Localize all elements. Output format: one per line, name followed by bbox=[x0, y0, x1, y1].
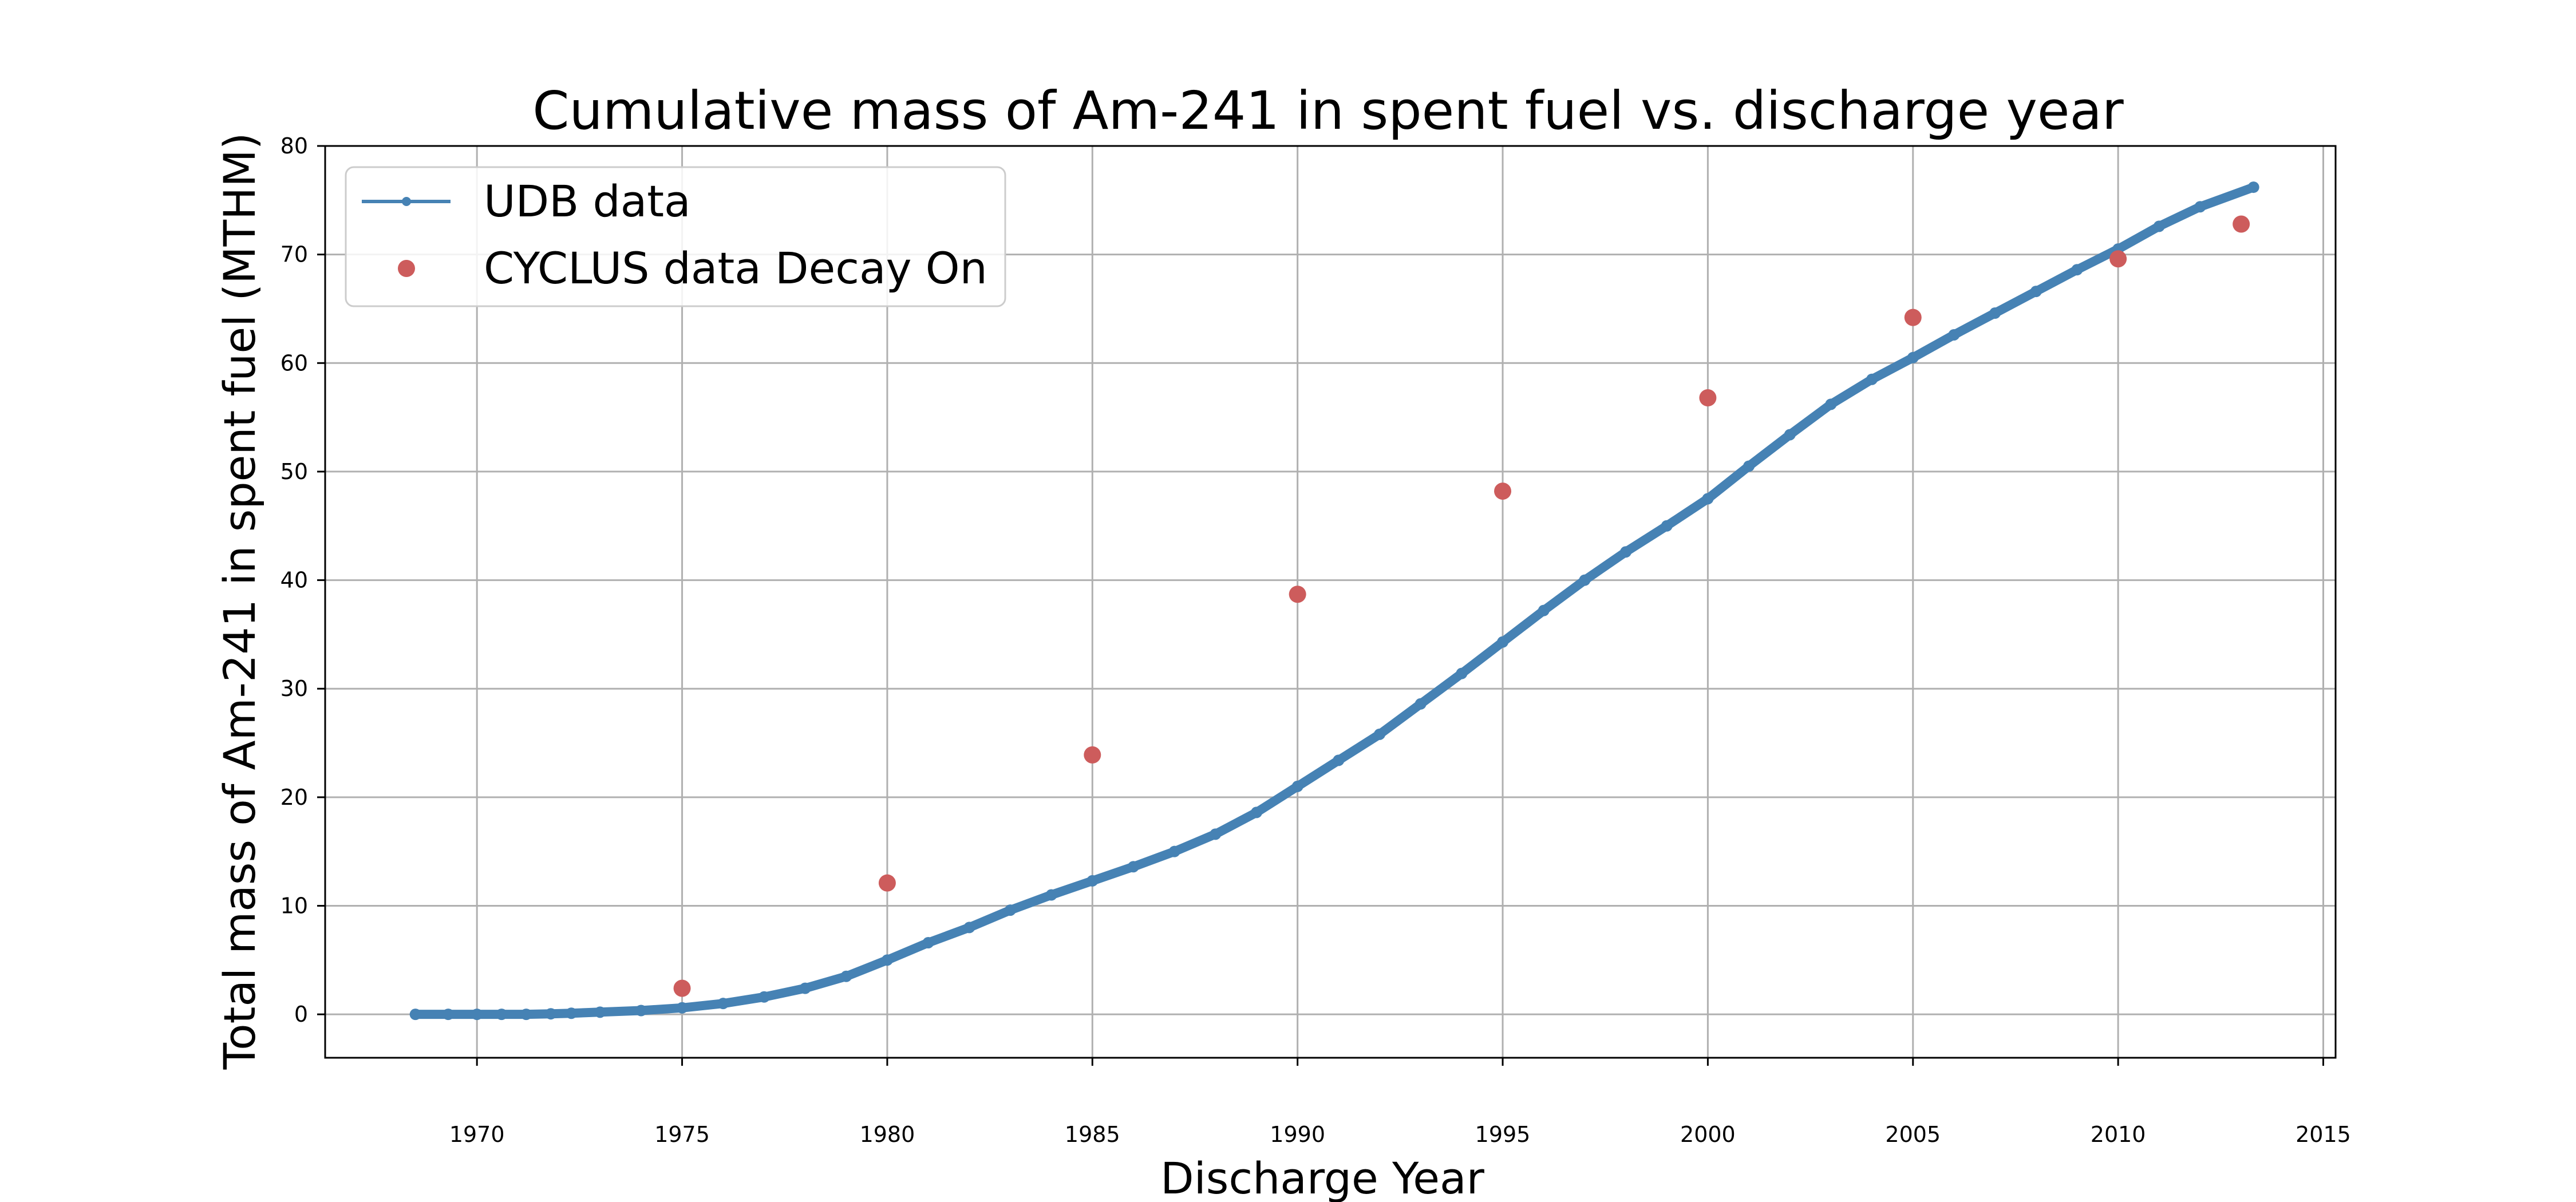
udb-data-point bbox=[1825, 398, 1837, 410]
plot-series bbox=[409, 181, 2259, 1021]
cyclus-data-point bbox=[1699, 389, 1717, 406]
y-axis-ticks: 0 10 20 30 40 50 60 70 80 bbox=[280, 133, 325, 1027]
y-tick-label: 60 bbox=[280, 350, 308, 375]
udb-data-point bbox=[922, 936, 934, 948]
udb-data-point bbox=[2247, 181, 2259, 193]
udb-data-point bbox=[1250, 806, 1262, 819]
cyclus-data-point bbox=[1904, 309, 1922, 326]
legend-box bbox=[345, 166, 1006, 307]
x-tick-label: 2000 bbox=[1680, 1122, 1736, 1147]
udb-data-point bbox=[1210, 828, 1222, 840]
y-tick-label: 0 bbox=[294, 1002, 308, 1027]
cyclus-data-point bbox=[1084, 746, 1101, 764]
udb-data-point bbox=[2194, 201, 2206, 213]
udb-data-point bbox=[1168, 845, 1180, 857]
x-tick-label: 2005 bbox=[1885, 1122, 1941, 1147]
udb-data-point bbox=[1045, 889, 1057, 901]
udb-data-point bbox=[1661, 520, 1673, 532]
udb-data-point bbox=[1907, 351, 1919, 363]
udb-data-point bbox=[1456, 667, 1468, 679]
udb-data-point bbox=[1291, 780, 1303, 792]
udb-data-point bbox=[2030, 286, 2042, 298]
chart-title: Cumulative mass of Am-241 in spent fuel … bbox=[532, 80, 2124, 141]
legend: UDB data CYCLUS data Decay On bbox=[345, 166, 1006, 307]
udb-data-point bbox=[1948, 329, 1960, 341]
y-tick-label: 20 bbox=[280, 785, 308, 810]
udb-data-point bbox=[1127, 861, 1139, 873]
udb-data-point bbox=[545, 1008, 557, 1020]
cyclus-data-point bbox=[1289, 586, 1306, 603]
udb-data-point bbox=[1989, 307, 2001, 319]
cyclus-data-point bbox=[878, 874, 896, 892]
plot-frame bbox=[324, 145, 2337, 1059]
x-tick-label: 2015 bbox=[2296, 1122, 2351, 1147]
udb-data-point bbox=[840, 970, 852, 982]
cyclus-data-point bbox=[1494, 483, 1512, 500]
cyclus-data-point bbox=[2109, 250, 2127, 268]
x-tick-label: 2010 bbox=[2091, 1122, 2146, 1147]
x-axis-ticks: 1970 1975 1980 1985 1990 1995 2000 2005 2010 2015 bbox=[449, 1058, 2351, 1147]
udb-data-point bbox=[1415, 698, 1427, 710]
cyclus-data-point bbox=[2233, 215, 2250, 233]
y-axis-title: Total mass of Am-241 in spent fuel (MTHM… bbox=[214, 133, 265, 1070]
legend-udb-label: UDB data bbox=[484, 176, 691, 227]
cyclus-data-point bbox=[673, 979, 691, 997]
y-tick-label: 30 bbox=[280, 676, 308, 701]
x-tick-label: 1980 bbox=[860, 1122, 915, 1147]
udb-data-point bbox=[881, 954, 893, 966]
y-tick-label: 70 bbox=[280, 242, 308, 267]
udb-data-point bbox=[676, 1002, 688, 1014]
y-tick-label: 10 bbox=[280, 893, 308, 919]
udb-data-point bbox=[1702, 493, 1714, 505]
x-tick-label: 1970 bbox=[449, 1122, 505, 1147]
udb-data-point bbox=[2071, 264, 2083, 276]
x-tick-label: 1995 bbox=[1475, 1122, 1531, 1147]
udb-data-point bbox=[717, 998, 729, 1010]
udb-data-point bbox=[2153, 220, 2165, 232]
udb-data-point bbox=[1538, 604, 1550, 616]
udb-data-point bbox=[1333, 754, 1345, 766]
udb-data-point bbox=[520, 1009, 532, 1021]
udb-data-point bbox=[442, 1009, 455, 1021]
udb-data-point bbox=[1497, 636, 1509, 648]
x-tick-label: 1975 bbox=[654, 1122, 710, 1147]
udb-data-point bbox=[1784, 429, 1796, 441]
y-tick-label: 40 bbox=[280, 568, 308, 593]
udb-data-point bbox=[1743, 460, 1755, 472]
udb-data-point bbox=[594, 1006, 606, 1018]
legend-cyclus-marker-swatch bbox=[398, 260, 415, 277]
udb-data-point bbox=[635, 1005, 647, 1017]
y-tick-label: 80 bbox=[280, 133, 308, 159]
udb-series-line bbox=[410, 183, 2258, 1019]
udb-data-point bbox=[963, 922, 975, 934]
x-axis-title: Discharge Year bbox=[1160, 1153, 1484, 1202]
udb-data-point bbox=[1004, 904, 1016, 916]
udb-data-point bbox=[1620, 546, 1632, 558]
legend-cyclus-label: CYCLUS data Decay On bbox=[484, 243, 987, 294]
udb-data-point bbox=[1866, 373, 1878, 385]
x-tick-label: 1990 bbox=[1270, 1122, 1325, 1147]
udb-data-point bbox=[566, 1007, 578, 1019]
udb-data-point bbox=[409, 1009, 421, 1021]
y-tick-label: 50 bbox=[280, 459, 308, 484]
udb-data-point bbox=[1579, 574, 1591, 586]
x-tick-label: 1985 bbox=[1065, 1122, 1120, 1147]
udb-data-point bbox=[496, 1009, 508, 1021]
udb-data-point bbox=[758, 991, 770, 1003]
udb-data-point bbox=[1374, 728, 1386, 740]
udb-data-point bbox=[799, 982, 811, 994]
legend-udb-marker-swatch bbox=[402, 197, 411, 206]
udb-data-point bbox=[471, 1009, 483, 1021]
udb-data-point bbox=[1086, 875, 1099, 887]
